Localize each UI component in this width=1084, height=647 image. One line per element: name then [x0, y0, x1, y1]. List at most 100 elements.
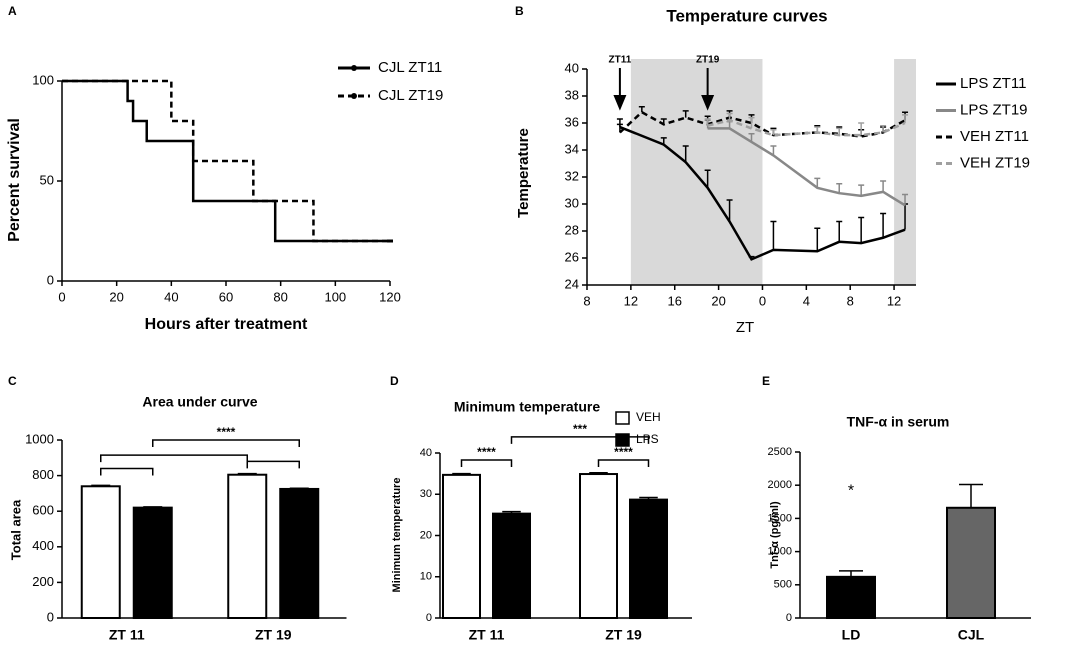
y-tick-label: 0: [786, 612, 792, 624]
error-bar: [880, 180, 887, 192]
chart-title: Minimum temperature: [454, 399, 600, 415]
x-tick-label: 4: [803, 293, 810, 308]
y-tick-label: 1000: [768, 546, 792, 558]
bar: [80, 485, 121, 619]
y-tick-label: 40: [565, 60, 579, 75]
significance-bracket: [100, 467, 154, 476]
panel-letter: B: [515, 4, 524, 18]
error-bar: [836, 220, 843, 242]
error-bar: [858, 184, 865, 196]
bar: [492, 512, 531, 620]
x-tick-label: 20: [711, 293, 725, 308]
error-bar: [880, 212, 887, 238]
x-tick-label: CJL: [958, 627, 985, 643]
y-tick-label: 1500: [768, 512, 792, 524]
panel-letter: A: [8, 4, 17, 18]
significance-bracket: [246, 460, 300, 469]
panel-letter: C: [8, 374, 17, 388]
x-tick-label: ZT 11: [109, 627, 145, 643]
y-tick-label: 200: [32, 574, 54, 589]
x-tick-label: LD: [842, 627, 861, 643]
x-tick-label: ZT 19: [255, 627, 292, 643]
significance-bracket: [100, 454, 248, 463]
error-bar: [638, 106, 645, 113]
x-tick-label: 80: [273, 289, 287, 304]
legend-label: VEH ZT11: [960, 128, 1029, 145]
y-tick-label: 26: [565, 249, 579, 264]
y-tick-label: 500: [774, 579, 792, 591]
bar: [227, 473, 268, 619]
annotation: ZT11: [609, 55, 632, 66]
y-tick-label: 1000: [25, 431, 54, 446]
arrow: [701, 68, 715, 111]
y-tick-label: 28: [565, 222, 579, 237]
bar: [442, 473, 481, 619]
legend-label: LPS: [636, 432, 659, 446]
chart-title: TNF-α in serum: [847, 414, 950, 430]
y-tick-label: 32: [565, 168, 579, 183]
bar: [579, 473, 618, 619]
y-tick-label: 2500: [768, 446, 792, 458]
x-axis-label: ZT: [736, 319, 754, 336]
error-bar: [682, 110, 689, 118]
y-tick-label: 0: [426, 612, 432, 624]
bar: [826, 575, 876, 619]
y-tick-label: 0: [47, 609, 54, 624]
y-tick-label: 38: [565, 87, 579, 102]
temperature-line: [707, 118, 906, 137]
y-tick-label: 100: [32, 72, 54, 87]
x-tick-label: 120: [379, 289, 401, 304]
error-bar: [726, 199, 733, 222]
y-tick-label: 10: [420, 571, 432, 583]
annotation: ZT19: [696, 55, 720, 66]
error-bar: [836, 183, 843, 194]
x-tick-label: ZT 19: [605, 627, 642, 643]
error-bar: [902, 114, 909, 123]
bar: [132, 506, 173, 620]
temperature-line: [619, 125, 906, 261]
legend-label: CJL ZT11: [378, 59, 442, 76]
error-bar: [814, 177, 821, 188]
significance-bracket: [460, 459, 513, 468]
legend-label: CJL ZT19: [378, 87, 443, 104]
x-tick-label: 20: [109, 289, 123, 304]
y-tick-label: 34: [565, 141, 579, 156]
chart-title: Area under curve: [142, 394, 257, 410]
y-tick-label: 2000: [768, 479, 792, 491]
x-tick-label: 0: [58, 289, 65, 304]
significance-label: ***: [573, 422, 587, 436]
error-bar: [748, 116, 755, 129]
x-tick-label: ZT 11: [469, 627, 505, 643]
significance-label: ****: [477, 445, 496, 459]
y-tick-label: 50: [40, 172, 54, 187]
x-axis-label: Hours after treatment: [145, 316, 308, 333]
error-bar: [682, 145, 689, 163]
significance-label: ****: [614, 445, 633, 459]
error-bar: [858, 216, 865, 244]
y-tick-label: 600: [32, 503, 54, 518]
temperature-line: [619, 110, 906, 138]
legend-marker: [351, 65, 357, 71]
y-axis-label: Total area: [8, 499, 23, 560]
x-tick-label: 12: [624, 293, 638, 308]
y-tick-label: 800: [32, 467, 54, 482]
legend-marker: [351, 93, 357, 99]
significance-label: ****: [217, 425, 236, 439]
x-tick-label: 0: [759, 293, 766, 308]
error-bar: [770, 129, 777, 136]
error-bar: [704, 169, 711, 188]
y-tick-label: 20: [420, 529, 432, 541]
chart-title: Temperature curves: [666, 6, 827, 25]
error-bar: [880, 124, 887, 133]
panel-letter: D: [390, 374, 399, 388]
x-tick-label: 8: [583, 293, 590, 308]
y-axis-label: Temperature: [515, 128, 532, 218]
error-bar: [770, 220, 777, 250]
legend-swatch: [615, 411, 630, 425]
legend-label: VEH: [636, 410, 661, 424]
y-tick-label: 0: [47, 272, 54, 287]
legend-label: LPS ZT19: [960, 101, 1028, 118]
y-tick-label: 36: [565, 114, 579, 129]
night-shade: [630, 59, 763, 285]
